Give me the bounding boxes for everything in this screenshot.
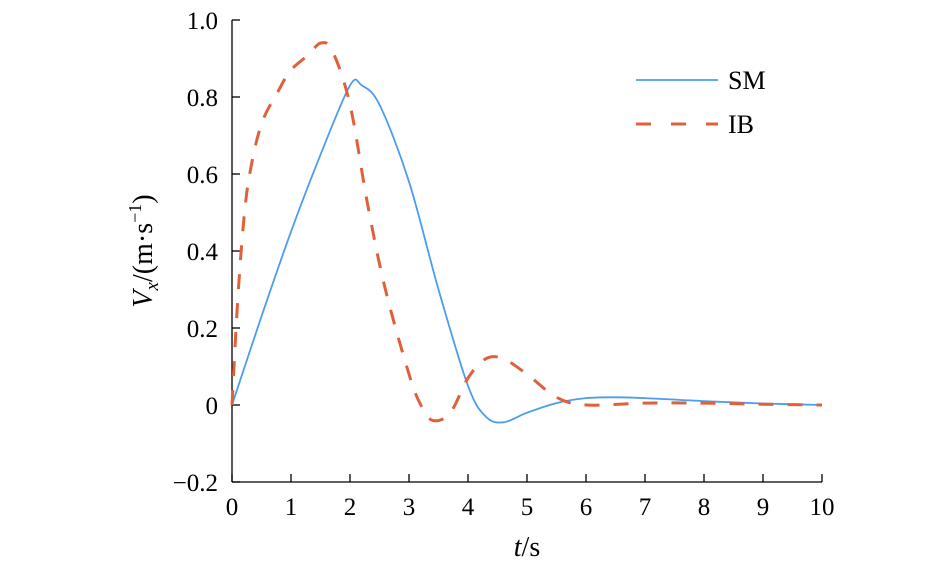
y-tick-label: 0.4	[187, 239, 219, 266]
y-tick-label: −0.2	[173, 470, 218, 497]
legend-label-sm: SM	[728, 66, 766, 95]
x-axis-title-unit: /s	[522, 532, 541, 563]
x-tick-label: 3	[403, 494, 416, 521]
x-tick-label: 9	[757, 494, 770, 521]
x-tick-label: 6	[580, 494, 593, 521]
x-tick-label: 10	[810, 494, 835, 521]
series-line-ib	[230, 41, 823, 423]
x-tick-label: 4	[462, 494, 475, 521]
y-axis-title: Vx/(m·s−1)	[125, 194, 163, 307]
x-axis-title: t/s	[514, 532, 540, 563]
y-tick-label: 1.0	[187, 8, 218, 35]
x-tick-label: 8	[698, 494, 711, 521]
y-axis-title-unit: /(m·s	[128, 223, 159, 282]
legend: SM IB	[636, 66, 766, 139]
y-tick-label: 0.6	[187, 162, 218, 189]
legend-label-ib: IB	[728, 110, 754, 139]
x-tick-label: 2	[344, 494, 357, 521]
y-axis-title-sup: −1	[125, 204, 145, 223]
series-lines	[230, 41, 823, 424]
x-tick-label: 1	[285, 494, 298, 521]
series-line-sm	[231, 78, 823, 424]
x-tick-label: 5	[521, 494, 534, 521]
x-axis-title-var: t	[514, 532, 523, 563]
y-axis-title-close: )	[128, 194, 159, 203]
x-tick-label: 7	[639, 494, 652, 521]
y-tick-label: 0.8	[187, 85, 218, 112]
y-axis-title-var: V	[128, 288, 159, 308]
y-axis-title-sub: x	[142, 281, 163, 291]
ticks: 0 1 2 3 4 5 6 7 8 9 10 −0.2 0 0.2 0.4 0.6 0.8 1.0	[173, 8, 835, 521]
y-tick-label: 0	[206, 393, 219, 420]
y-tick-label: 0.2	[187, 316, 218, 343]
x-tick-label: 0	[226, 494, 239, 521]
